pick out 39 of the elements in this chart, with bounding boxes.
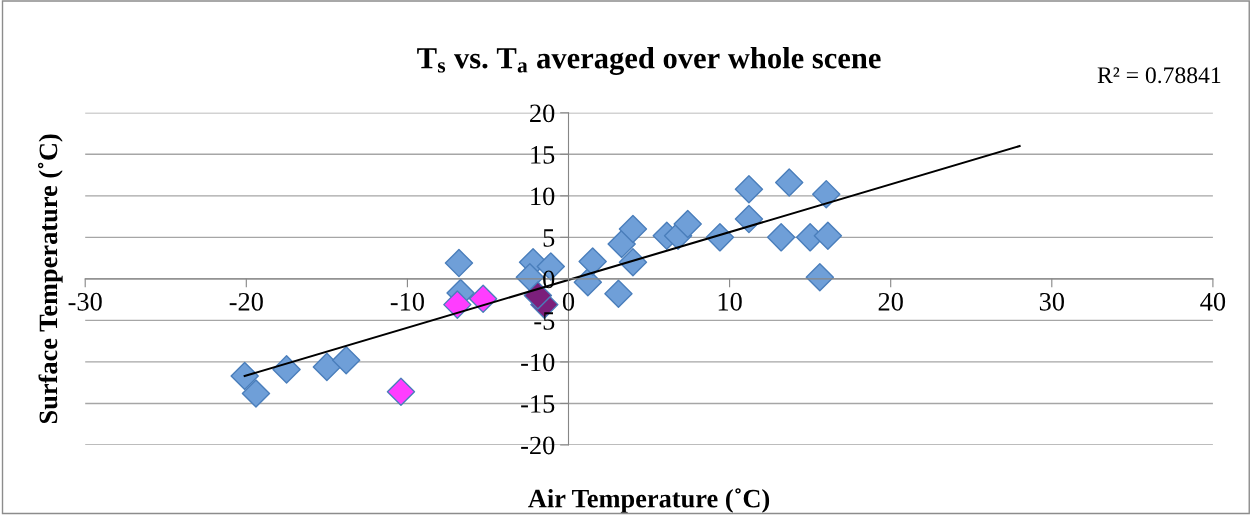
- x-tick-label: -20: [229, 292, 263, 311]
- y-axis-title: Surface Temperature (˚C): [37, 134, 63, 424]
- y-tick-label: 15: [531, 146, 555, 164]
- point: [386, 377, 416, 407]
- point: [607, 229, 636, 259]
- point: [604, 279, 633, 309]
- point: [331, 346, 361, 375]
- point: [766, 223, 796, 252]
- x-tick-label: 20: [878, 292, 903, 311]
- point: [578, 247, 607, 276]
- point: [444, 248, 474, 278]
- x-tick-label: 0: [562, 292, 575, 311]
- point: [813, 221, 843, 250]
- point: [734, 174, 764, 204]
- point: [774, 168, 804, 197]
- point: [468, 284, 498, 314]
- y-tick-label: -20: [521, 436, 555, 455]
- x-tick-label: 40: [1200, 292, 1226, 311]
- x-tick-label: -30: [68, 292, 102, 311]
- y-tick-label: -15: [521, 395, 555, 413]
- y-tick-label: 5: [543, 229, 555, 247]
- point: [618, 214, 648, 244]
- x-tick-label: 30: [1039, 292, 1064, 311]
- point: [443, 290, 472, 319]
- y-tick-label: -5: [534, 312, 555, 330]
- point: [312, 352, 342, 382]
- text: R² = 0.78841: [1097, 67, 1221, 84]
- y-tick-label: -10: [521, 353, 555, 372]
- y-tick-label: 20: [530, 104, 555, 123]
- point: [230, 361, 259, 391]
- point: [241, 379, 271, 408]
- y-tick-label: 10: [531, 187, 555, 206]
- x-tick-label: 10: [718, 292, 742, 311]
- point: [812, 179, 841, 209]
- x-axis-title: Air Temperature (˚C): [528, 488, 770, 513]
- point: [734, 204, 764, 234]
- chart-title: T$_{s}$ vs. T$_{a}$ averaged over whole scene: [417, 46, 881, 75]
- point: [673, 209, 702, 239]
- x-tick-label: -10: [390, 292, 424, 311]
